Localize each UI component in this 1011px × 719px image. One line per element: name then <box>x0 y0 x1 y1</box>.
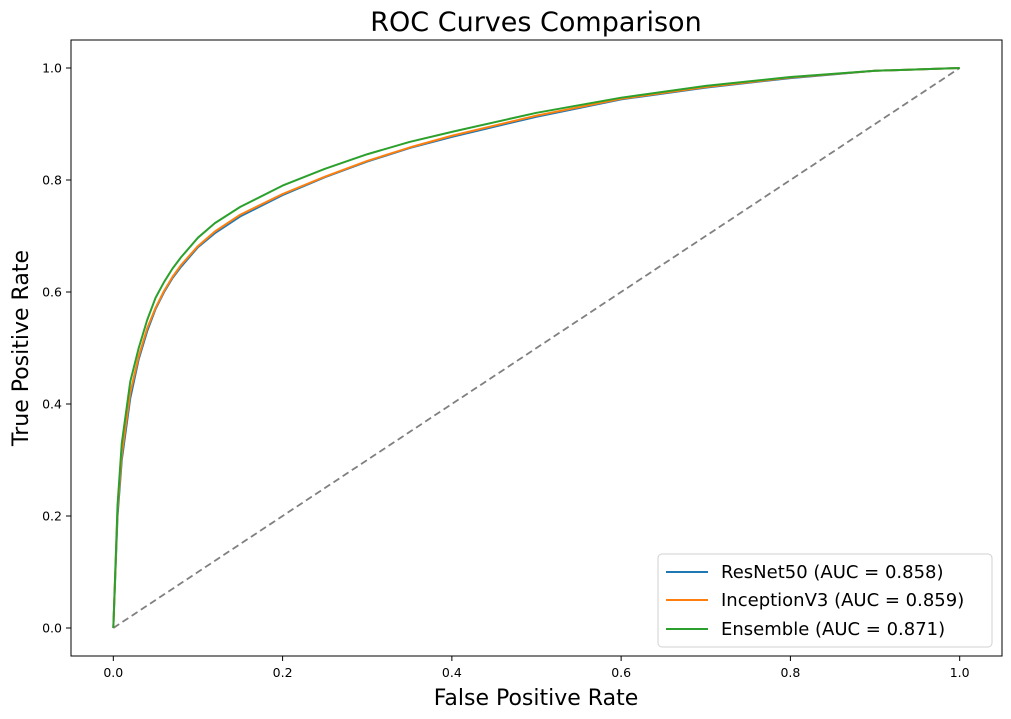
chart-title-text: ROC Curves Comparison <box>370 7 701 38</box>
y-tick-label: 1.0 <box>42 61 62 76</box>
legend: ResNet50 (AUC = 0.858) InceptionV3 (AUC … <box>657 553 993 648</box>
legend-box <box>657 553 993 648</box>
x-axis-ticks: 0.0 0.2 0.4 0.6 0.8 1.0 <box>103 656 970 680</box>
x-tick-label: 0.8 <box>780 665 800 680</box>
plot-area <box>70 39 1003 657</box>
legend-label-ensemble: Ensemble (AUC = 0.871) <box>721 619 945 640</box>
x-tick-label: 0.4 <box>442 665 462 680</box>
roc-series <box>112 67 960 629</box>
y-tick-label: 0.6 <box>42 285 62 300</box>
y-tick-label: 0.4 <box>42 397 62 412</box>
series-line-inceptionv3 <box>112 67 960 629</box>
chart-title: ROC Curves Comparison <box>370 7 701 38</box>
y-tick-label: 0.0 <box>42 621 62 636</box>
x-tick-label: 0.6 <box>611 665 631 680</box>
y-axis-label: True Positive Rate <box>9 250 34 447</box>
chance-diagonal <box>112 67 961 629</box>
y-tick-label: 0.2 <box>42 509 62 524</box>
legend-label-inceptionv3: InceptionV3 (AUC = 0.859) <box>721 590 964 611</box>
x-tick-label: 1.0 <box>950 665 970 680</box>
series-line-ensemble <box>112 67 960 629</box>
x-axis-label: False Positive Rate <box>434 686 638 711</box>
x-tick-label: 0.2 <box>273 665 293 680</box>
y-tick-label: 0.8 <box>42 173 62 188</box>
x-tick-label: 0.0 <box>103 665 123 680</box>
y-axis-ticks: 0.0 0.2 0.4 0.6 0.8 1.0 <box>42 61 71 636</box>
legend-label-resnet50: ResNet50 (AUC = 0.858) <box>721 562 944 583</box>
reference-line <box>112 67 961 629</box>
